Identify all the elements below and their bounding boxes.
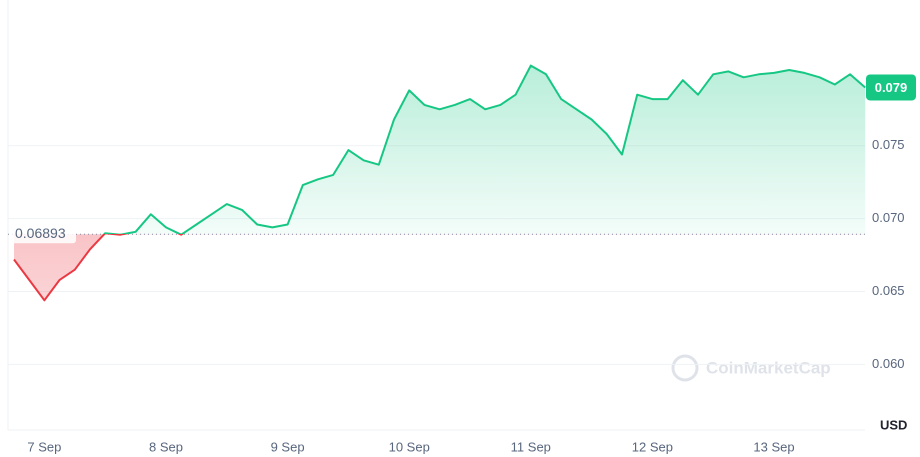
y-tick-label: 0.070 [872,210,905,225]
x-tick-label: 8 Sep [149,439,183,454]
price-badge-label: 0.079 [875,80,908,95]
x-tick-label: 9 Sep [271,439,305,454]
area [14,65,866,301]
y-unit: USD [880,417,907,432]
y-tick-label: 0.065 [872,283,905,298]
price-line [13,64,866,302]
x-tick-label: 13 Sep [753,439,794,454]
watermark: CoinMarketCap [671,354,831,382]
baseline-label-bg [10,223,76,244]
y-tick-label: 0.075 [872,137,905,152]
baseline-label: 0.06893 [15,225,66,241]
x-tick-label: 10 Sep [389,439,430,454]
y-tick-label: 0.060 [872,356,905,371]
x-tick-label: 7 Sep [27,439,61,454]
x-tick-label: 11 Sep [511,439,551,454]
x-tick-label: 12 Sep [632,439,673,454]
watermark-text: CoinMarketCap [706,358,831,377]
watermark-logo [671,354,699,382]
price-badge [866,74,916,101]
